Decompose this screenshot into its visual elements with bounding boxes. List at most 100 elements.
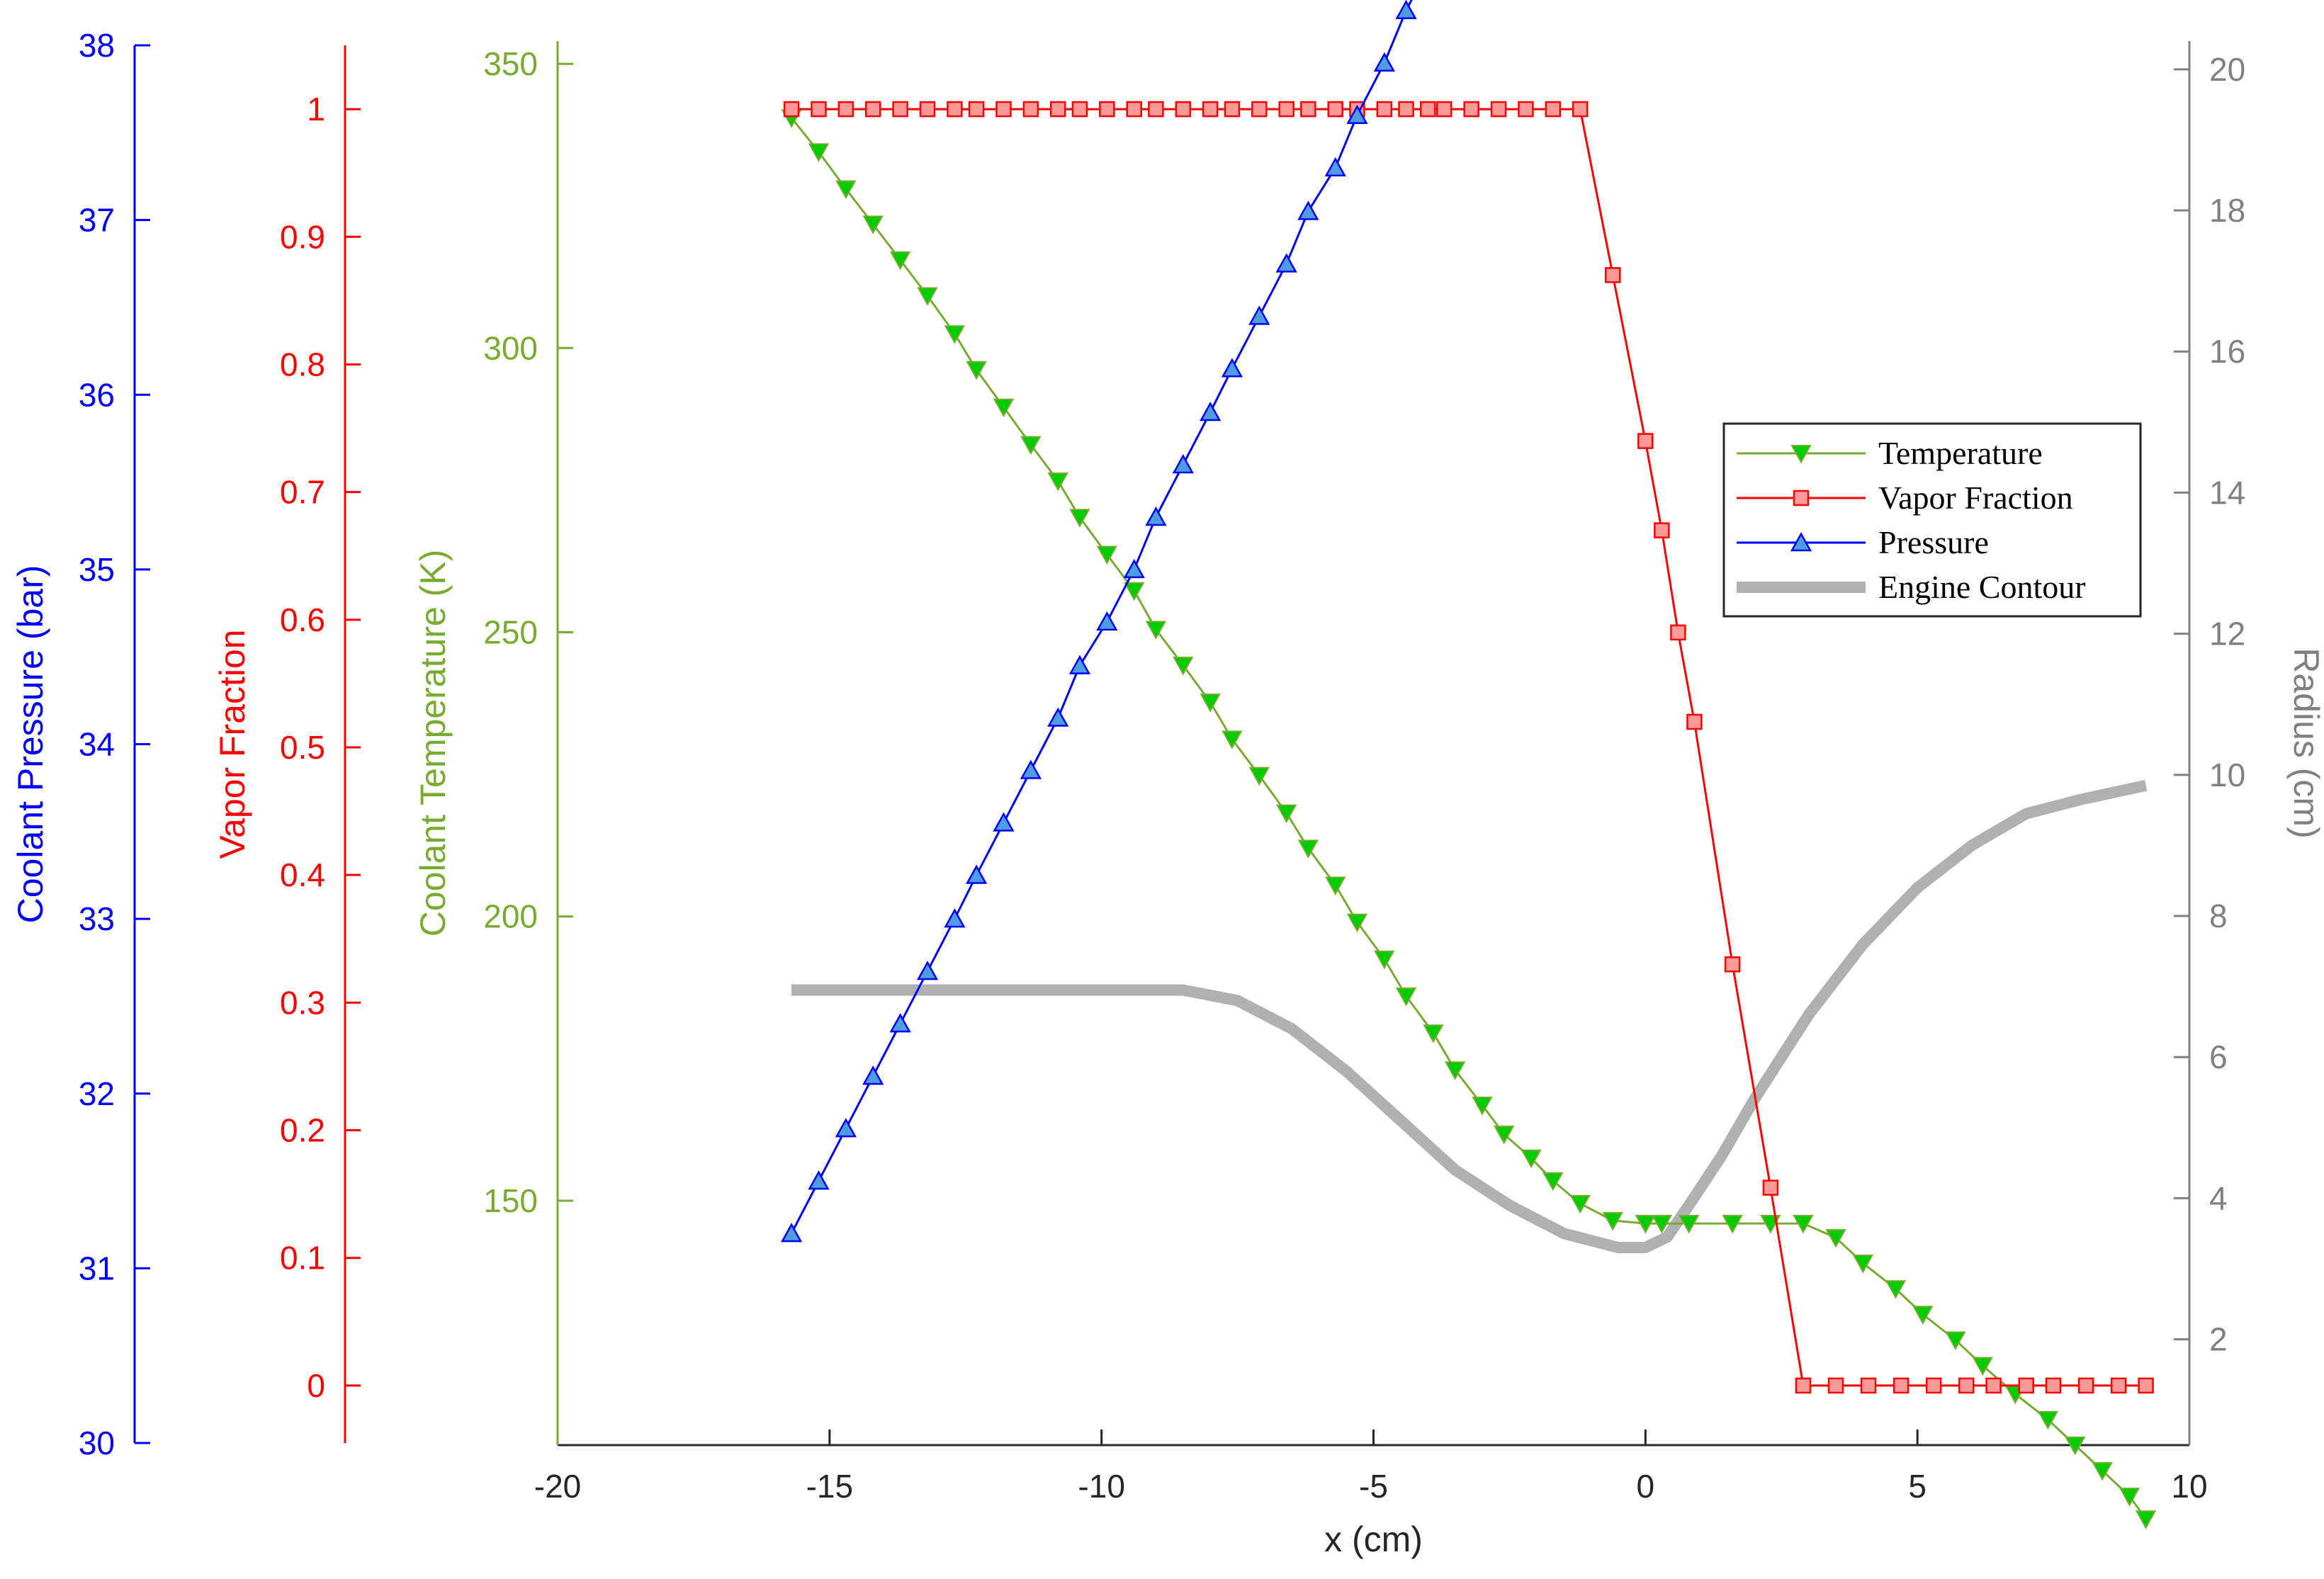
vapor-fraction-point	[811, 101, 827, 118]
vapor-fraction-point	[919, 101, 936, 118]
vapor-fraction-series	[783, 101, 2154, 1394]
legend-label-temperature: Temperature	[1878, 435, 2043, 471]
vapor-fraction-point	[892, 101, 908, 118]
pressure-point	[916, 961, 939, 980]
pressure-tick-label: 38	[79, 27, 115, 64]
temperature-point	[1852, 1255, 1874, 1274]
temperature-point	[1395, 987, 1417, 1007]
temperature-point	[1145, 621, 1167, 640]
temperature-point	[808, 143, 830, 162]
vapor-fraction-point	[1278, 101, 1294, 118]
temperature-point	[993, 398, 1015, 418]
legend-entry-engine-contour: Engine Contour	[1737, 569, 2086, 605]
temperature-point	[1793, 1215, 1814, 1234]
pressure-tick-label: 31	[79, 1250, 115, 1286]
radius-axis: 2 4 6 8 10 12 14 16 18 20 Radius (cm)	[2174, 41, 2324, 1445]
legend-entry-vapor-fraction: Vapor Fraction	[1737, 480, 2073, 516]
vapor-fraction-point	[837, 101, 854, 118]
x-tick-label: -15	[806, 1468, 853, 1505]
pressure-point	[1221, 358, 1243, 378]
pressure-point	[1123, 558, 1145, 579]
vapor-axis-title: Vapor Fraction	[213, 629, 252, 859]
temperature-point	[1912, 1306, 1934, 1325]
pressure-point	[862, 1065, 884, 1085]
vapor-fraction-point	[1463, 101, 1479, 118]
temperature-point	[1972, 1357, 1993, 1376]
temperature-point	[1346, 913, 1368, 933]
pressure-tick-label: 30	[79, 1425, 115, 1461]
temperature-point	[1069, 509, 1090, 528]
vapor-fraction-point	[1637, 433, 1654, 449]
vapor-fraction-point	[2045, 1377, 2062, 1394]
vapor-fraction-point	[1436, 101, 1452, 118]
pressure-point	[1020, 759, 1042, 779]
pressure-tick-label: 32	[79, 1075, 115, 1112]
vapor-tick-label: 0.8	[280, 346, 325, 383]
pressure-tick-label: 33	[79, 900, 115, 937]
legend-label-vapor-fraction: Vapor Fraction	[1878, 480, 2073, 516]
vapor-fraction-point	[1518, 101, 1534, 118]
temperature-tick-label: 150	[483, 1182, 538, 1219]
pressure-point	[1275, 253, 1297, 273]
temperature-point	[1096, 545, 1118, 565]
pressure-tick-label: 34	[79, 726, 115, 763]
vapor-fraction-point	[1893, 1377, 1910, 1394]
vapor-fraction-point	[1490, 101, 1507, 118]
temperature-point	[1124, 582, 1145, 601]
vapor-fraction-point	[1985, 1377, 2002, 1394]
legend-entry-pressure: Pressure	[1737, 524, 1989, 560]
temperature-point	[1569, 1194, 1591, 1214]
x-tick-label: 0	[1637, 1468, 1655, 1505]
temperature-point	[1444, 1061, 1466, 1080]
vapor-fraction-point	[947, 101, 963, 118]
vapor-fraction-point	[1148, 101, 1164, 118]
temperature-point	[1885, 1280, 1907, 1299]
radius-tick-label: 20	[2209, 51, 2245, 88]
temperature-point	[1722, 1215, 1743, 1234]
temperature-point	[835, 180, 857, 200]
pressure-point	[780, 1223, 803, 1243]
temperature-point	[2065, 1436, 2086, 1456]
temperature-point	[1945, 1331, 1966, 1350]
temperature-point	[2037, 1410, 2059, 1430]
temperature-tick-label: 250	[483, 614, 538, 651]
pressure-point	[1346, 104, 1368, 124]
x-tick-label: -20	[534, 1468, 581, 1505]
radius-tick-label: 8	[2209, 898, 2228, 934]
temperature-point	[1047, 472, 1068, 492]
vapor-fraction-line	[791, 108, 2146, 1387]
vapor-tick-label: 0.1	[280, 1240, 325, 1277]
temperature-point	[1374, 950, 1395, 970]
vapor-fraction-point	[1724, 956, 1741, 973]
vapor-fraction-point	[1925, 1377, 1942, 1394]
temperature-point	[1521, 1149, 1542, 1169]
vapor-fraction-point	[1327, 101, 1344, 118]
pressure-point	[808, 1170, 830, 1190]
radius-axis-title: Radius (cm)	[2286, 647, 2324, 838]
x-axis-title: x (cm)	[1324, 1519, 1423, 1559]
vapor-fraction-point	[1762, 1179, 1779, 1196]
radius-tick-label: 12	[2209, 616, 2245, 652]
vapor-fraction-point	[1420, 101, 1436, 118]
pressure-point	[1068, 655, 1091, 674]
temperature-tick-label: 200	[483, 898, 538, 935]
pressure-point	[1373, 52, 1395, 72]
temperature-point	[1472, 1097, 1493, 1116]
temperature-point	[1825, 1229, 1846, 1248]
temperature-point	[889, 251, 911, 271]
vapor-fraction-point	[1398, 101, 1414, 118]
temperature-point	[1173, 657, 1194, 676]
vapor-fraction-point	[1670, 624, 1686, 641]
legend-label-engine-contour: Engine Contour	[1878, 569, 2086, 605]
temperature-point	[2135, 1510, 2157, 1529]
vapor-fraction-point	[864, 101, 881, 118]
pressure-point	[1200, 401, 1222, 421]
pressure-axis: 30 31 32 33 34 35 36 37 38 Coolant Pressure (bar)	[11, 27, 150, 1461]
temperature-point	[1325, 876, 1346, 896]
vapor-fraction-point	[1795, 1377, 1812, 1394]
pressure-point	[1096, 611, 1118, 631]
temperature-point	[1602, 1211, 1623, 1231]
pressure-series	[780, 0, 1417, 1243]
vapor-fraction-point	[1686, 713, 1703, 730]
